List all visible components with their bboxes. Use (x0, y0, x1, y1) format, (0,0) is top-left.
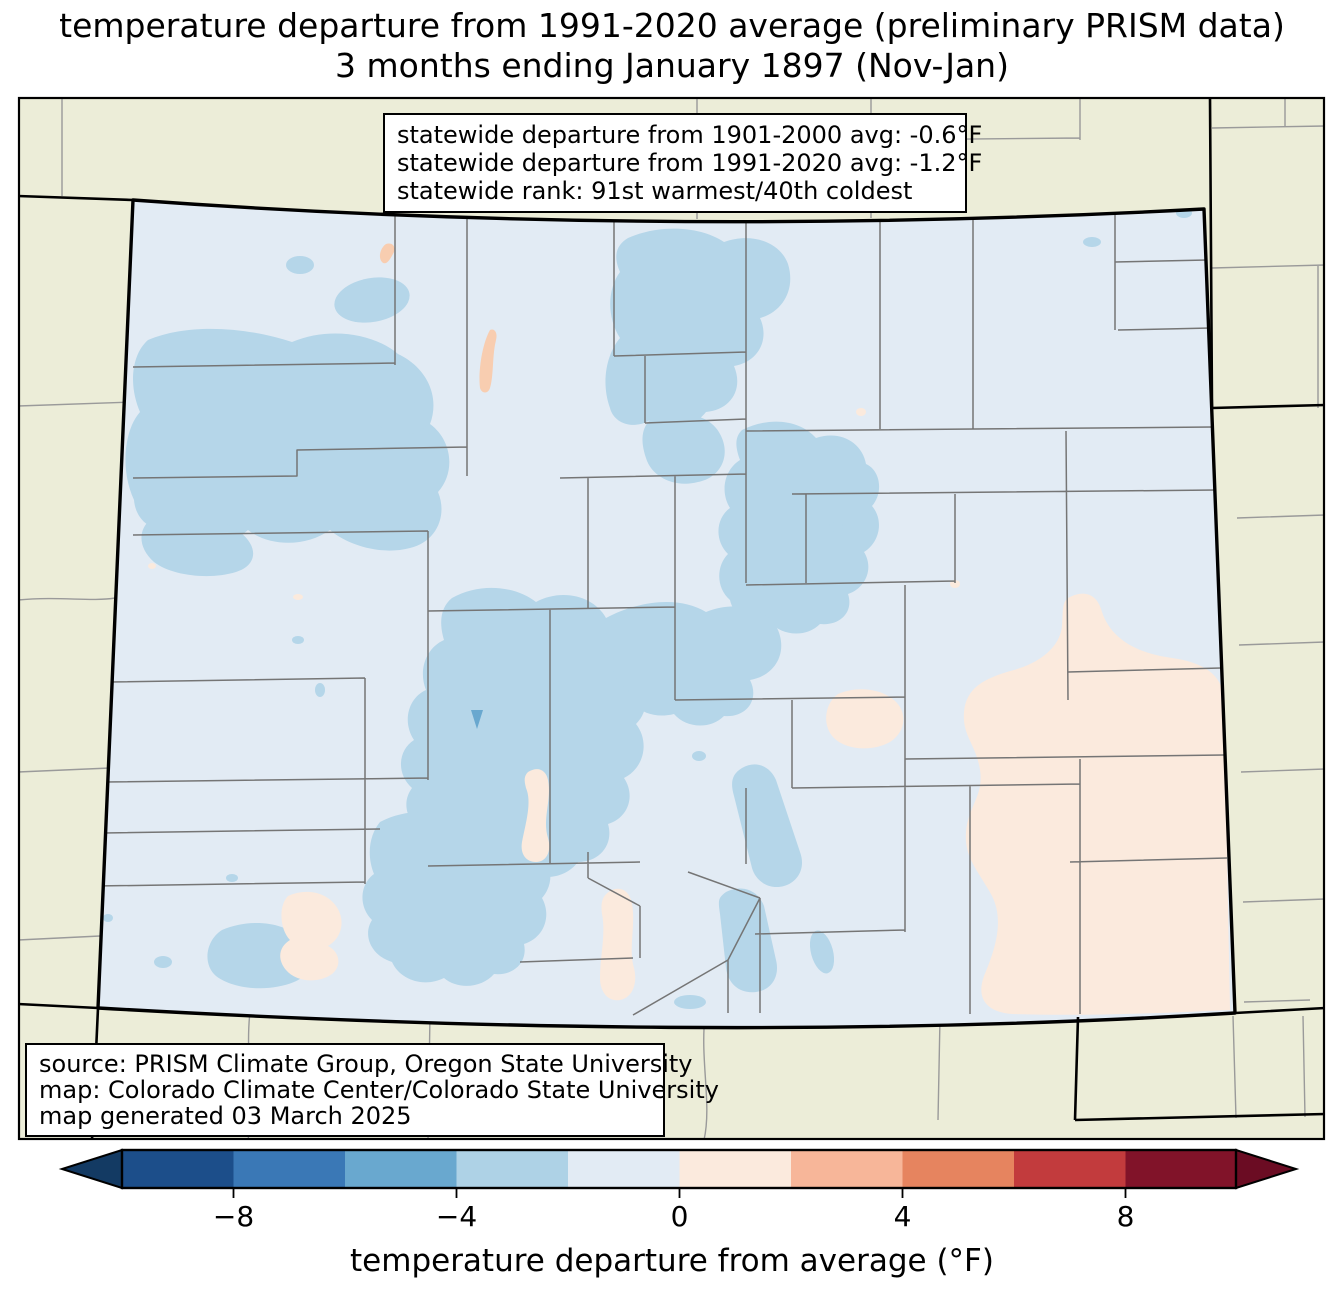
source-line-2: map: Colorado Climate Center/Colorado St… (39, 1076, 719, 1104)
figure-title-line1: temperature departure from 1991-2020 ave… (59, 6, 1285, 45)
colorbar-segment (345, 1150, 457, 1188)
colorbar-segments (122, 1150, 1236, 1188)
colorbar-segment (122, 1150, 234, 1188)
colorbar-segment (456, 1150, 568, 1188)
colorbar-segment (1014, 1150, 1126, 1188)
source-line-1: source: PRISM Climate Group, Oregon Stat… (39, 1050, 693, 1078)
colorbar-segment (568, 1150, 680, 1188)
warmer-streaks (379, 243, 497, 393)
colorbar-segment (233, 1150, 345, 1188)
figure-title: temperature departure from 1991-2020 ave… (0, 6, 1344, 86)
cooler-anomaly-spot (471, 710, 483, 729)
figure-title-line2: 3 months ending January 1897 (Nov-Jan) (335, 46, 1009, 85)
colorbar-tick-label: 8 (1117, 1200, 1135, 1233)
colorbar-segment (679, 1150, 791, 1188)
colorbar: −8 −4 0 4 8 temperature departure from a… (58, 1148, 1300, 1279)
colorado-state-border (96, 198, 1237, 1030)
stats-line-2: statewide departure from 1991-2020 avg: … (397, 149, 983, 177)
warm-anomaly-regions (148, 408, 1230, 1015)
colorbar-tick-label: 0 (671, 1200, 689, 1233)
colorbar-ticks (232, 1188, 1127, 1198)
colorbar-tick-label: −4 (436, 1200, 477, 1233)
colorbar-tick-label: −8 (213, 1200, 254, 1233)
map-frame (17, 96, 1326, 1141)
colorbar-segment (1125, 1150, 1236, 1188)
colorbar-axis-label: temperature departure from average (°F) (350, 1243, 994, 1279)
colorbar-tick-label: 4 (894, 1200, 912, 1233)
colorbar-segment (791, 1150, 903, 1188)
cool-anomaly-regions (103, 208, 1192, 1009)
stats-line-3: statewide rank: 91st warmest/40th coldes… (397, 177, 913, 205)
colorbar-over-arrow (1235, 1148, 1300, 1190)
source-line-3: map generated 03 March 2025 (39, 1102, 412, 1130)
colorbar-segment (902, 1150, 1014, 1188)
county-boundaries (98, 207, 1228, 1016)
colorbar-under-arrow (58, 1148, 123, 1190)
stats-line-1: statewide departure from 1901-2000 avg: … (397, 121, 983, 149)
source-attribution-box: source: PRISM Climate Group, Oregon Stat… (25, 1043, 719, 1137)
statewide-stats-box: statewide departure from 1901-2000 avg: … (383, 113, 983, 213)
